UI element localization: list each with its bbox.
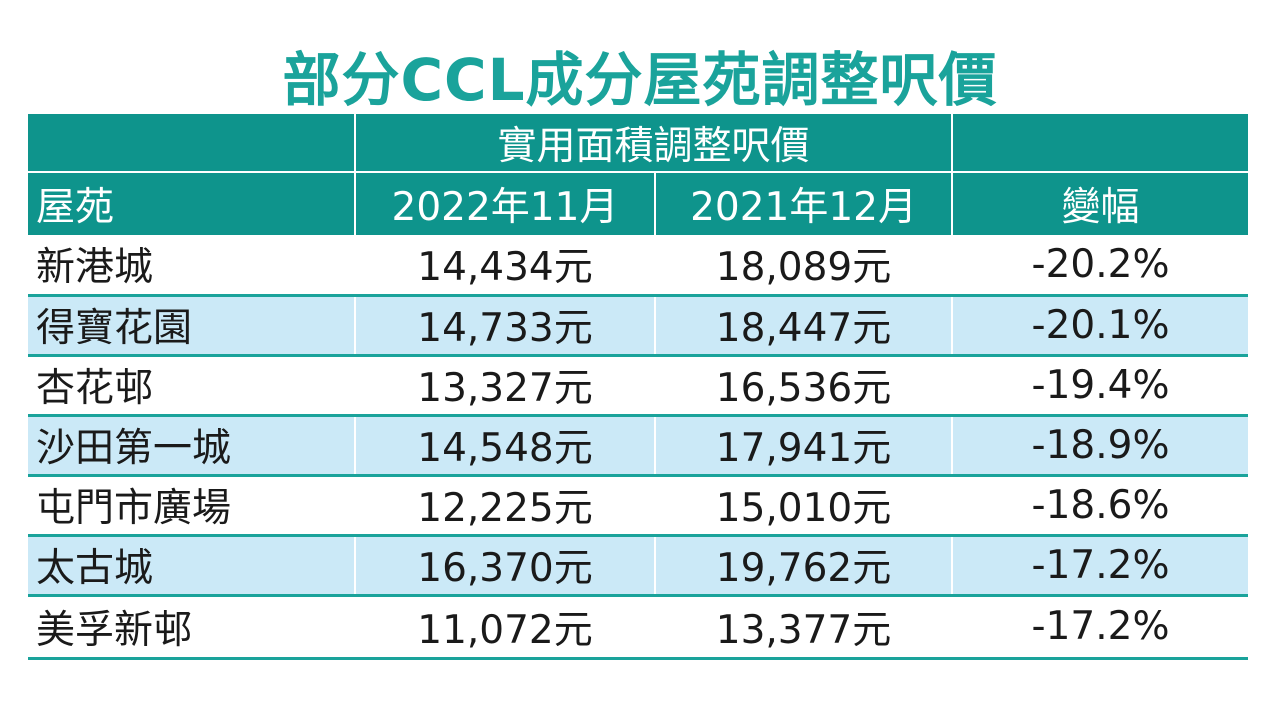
column-header-nov-2022: 2022年11月 xyxy=(354,172,655,235)
cell-dec-2021: 19,762元 xyxy=(653,535,953,597)
chart-title: 部分CCL成分屋苑調整呎價 xyxy=(282,46,998,114)
cell-nov-2022: 13,327元 xyxy=(354,355,655,417)
table-row: 太古城 16,370元 19,762元 -17.2% xyxy=(28,535,1249,597)
header-blank-left xyxy=(28,114,355,172)
cell-dec-2021: 18,089元 xyxy=(653,235,953,297)
cell-change: -17.2% xyxy=(951,595,1249,660)
cell-change: -18.9% xyxy=(951,415,1249,477)
cell-estate: 屯門市廣場 xyxy=(28,475,355,537)
column-header-dec-2021: 2021年12月 xyxy=(653,172,953,235)
table-row: 沙田第一城 14,548元 17,941元 -18.9% xyxy=(28,415,1249,477)
cell-nov-2022: 16,370元 xyxy=(354,535,655,597)
cell-change: -20.2% xyxy=(951,235,1249,297)
cell-nov-2022: 14,434元 xyxy=(354,235,655,297)
cell-dec-2021: 18,447元 xyxy=(653,295,953,357)
column-header-change: 變幅 xyxy=(951,172,1249,235)
cell-nov-2022: 14,548元 xyxy=(354,415,655,477)
cell-dec-2021: 15,010元 xyxy=(653,475,953,537)
cell-dec-2021: 16,536元 xyxy=(653,355,953,417)
cell-change: -20.1% xyxy=(951,295,1249,357)
cell-change: -17.2% xyxy=(951,535,1249,597)
header-blank-right xyxy=(951,114,1249,172)
cell-estate: 沙田第一城 xyxy=(28,415,355,477)
cell-nov-2022: 11,072元 xyxy=(354,595,655,660)
table-row: 得寶花園 14,733元 18,447元 -20.1% xyxy=(28,295,1249,357)
table-row: 美孚新邨 11,072元 13,377元 -17.2% xyxy=(28,595,1249,660)
header-group-label: 實用面積調整呎價 xyxy=(353,114,953,172)
table-row: 新港城 14,434元 18,089元 -20.2% xyxy=(28,235,1249,297)
cell-dec-2021: 17,941元 xyxy=(653,415,953,477)
cell-change: -18.6% xyxy=(951,475,1249,537)
cell-nov-2022: 14,733元 xyxy=(354,295,655,357)
table-row: 杏花邨 13,327元 16,536元 -19.4% xyxy=(28,355,1249,417)
table-row: 屯門市廣場 12,225元 15,010元 -18.6% xyxy=(28,475,1249,537)
cell-nov-2022: 12,225元 xyxy=(354,475,655,537)
header-group-row: 實用面積調整呎價 xyxy=(28,114,1249,172)
cell-estate: 美孚新邨 xyxy=(28,595,355,660)
cell-estate: 太古城 xyxy=(28,535,355,597)
cell-dec-2021: 13,377元 xyxy=(653,595,953,660)
cell-estate: 新港城 xyxy=(28,235,355,297)
cell-change: -19.4% xyxy=(951,355,1249,417)
column-header-estate: 屋苑 xyxy=(28,172,355,235)
cell-estate: 得寶花園 xyxy=(28,295,355,357)
cell-estate: 杏花邨 xyxy=(28,355,355,417)
header-column-row: 屋苑 2022年11月 2021年12月 變幅 xyxy=(28,172,1249,235)
price-table: 實用面積調整呎價 屋苑 2022年11月 2021年12月 變幅 新港城 14,… xyxy=(28,114,1249,660)
